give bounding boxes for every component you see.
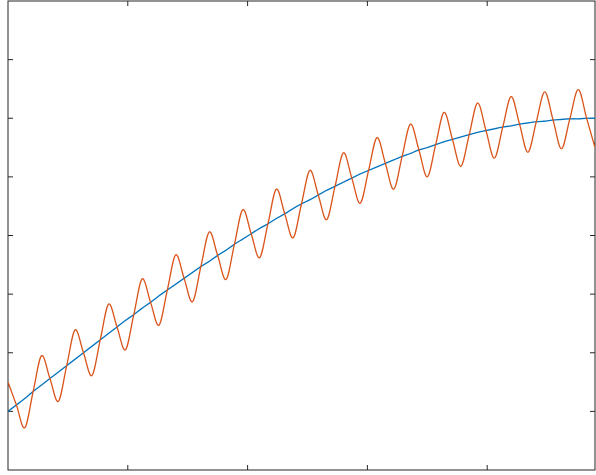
axes-box [7, 0, 596, 471]
line-series [8, 88, 595, 429]
